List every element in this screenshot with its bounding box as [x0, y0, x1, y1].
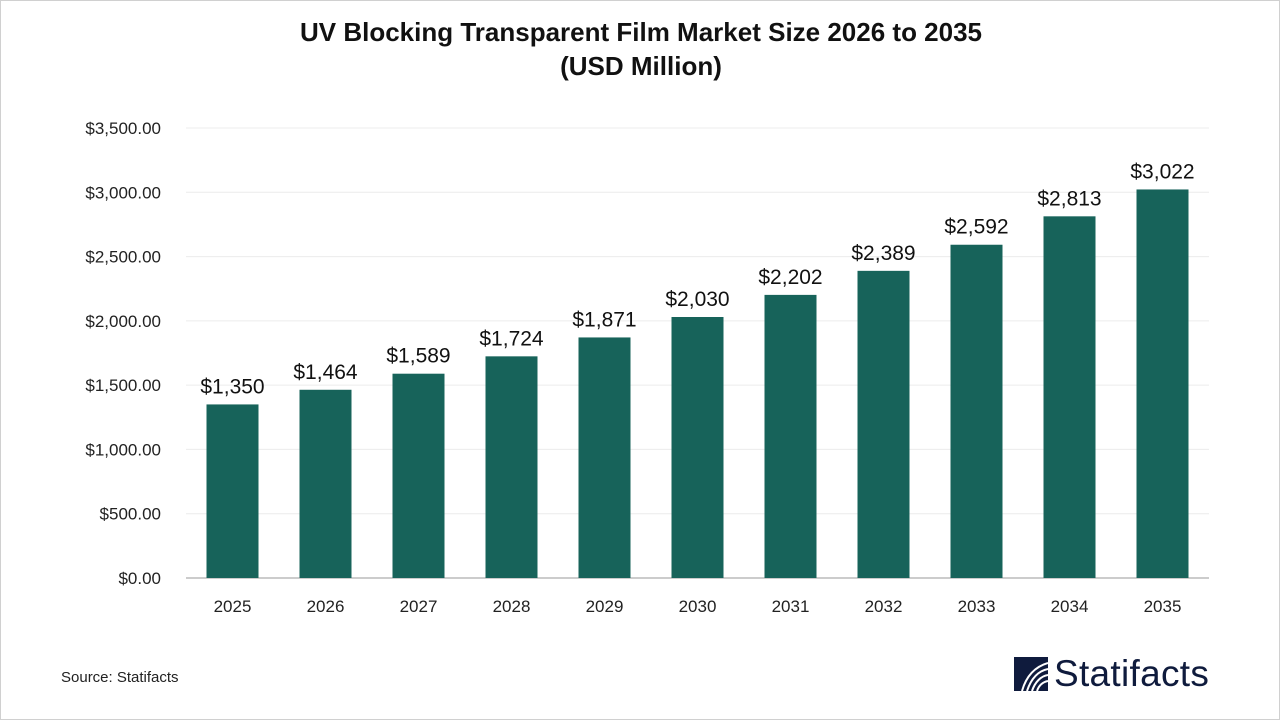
data-label: $2,813: [1037, 187, 1101, 210]
bar-2027: [392, 373, 445, 578]
y-tick-label: $500.00: [100, 505, 161, 524]
x-tick-label: 2028: [493, 597, 531, 616]
x-tick-label: 2026: [307, 597, 345, 616]
logo-icon: [1014, 657, 1048, 691]
bar-2026: [299, 389, 352, 578]
bar-2030: [671, 317, 724, 578]
x-tick-label: 2025: [214, 597, 252, 616]
y-tick-label: $2,500.00: [85, 248, 161, 267]
bar-2035: [1136, 189, 1189, 578]
x-tick-label: 2029: [586, 597, 624, 616]
data-label: $1,871: [572, 308, 636, 331]
logo-text: Statifacts: [1054, 653, 1210, 694]
x-tick-label: 2027: [400, 597, 438, 616]
x-tick-label: 2032: [865, 597, 903, 616]
x-tick-label: 2031: [772, 597, 810, 616]
y-tick-label: $3,000.00: [85, 183, 161, 202]
bar-2032: [857, 270, 910, 578]
data-label: $1,350: [200, 375, 264, 398]
x-tick-label: 2033: [958, 597, 996, 616]
y-tick-label: $2,000.00: [85, 312, 161, 331]
y-tick-label: $3,500.00: [85, 119, 161, 138]
chart-title: UV Blocking Transparent Film Market Size…: [299, 17, 983, 47]
bar-2034: [1043, 216, 1096, 579]
chart-subtitle: (USD Million): [560, 51, 722, 81]
bar-2025: [206, 404, 259, 578]
y-tick-label: $1,000.00: [85, 440, 161, 459]
bar-2029: [578, 337, 631, 578]
source-note: Source: Statifacts: [61, 669, 179, 686]
data-label: $2,030: [665, 288, 729, 311]
bar-2033: [950, 244, 1003, 578]
y-tick-label: $1,500.00: [85, 376, 161, 395]
data-label: $1,724: [479, 327, 544, 350]
data-label: $2,389: [851, 242, 915, 265]
bar-2031: [764, 294, 817, 578]
data-label: $2,202: [758, 266, 822, 289]
data-label: $1,589: [386, 345, 450, 368]
y-tick-label: $0.00: [118, 569, 161, 588]
statifacts-logo: Statifacts: [1014, 653, 1209, 695]
data-label: $1,464: [293, 361, 358, 384]
data-label: $2,592: [944, 216, 1008, 239]
x-tick-label: 2034: [1051, 597, 1089, 616]
bar-2028: [485, 356, 538, 578]
data-label: $3,022: [1130, 160, 1194, 183]
x-tick-label: 2035: [1144, 597, 1182, 616]
x-tick-label: 2030: [679, 597, 717, 616]
